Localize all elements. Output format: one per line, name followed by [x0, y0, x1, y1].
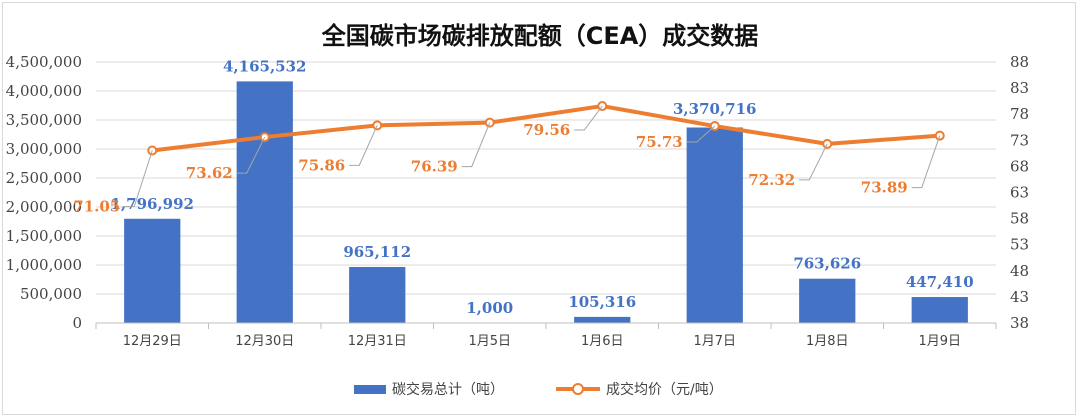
legend-swatch-bar	[354, 385, 386, 394]
x-tick-label: 12月31日	[348, 334, 407, 349]
y-right-tick-label: 78	[1010, 105, 1029, 123]
data-labels: 1,796,992 4,165,532 965,112 1,000 105,316 3,3…	[73, 57, 973, 317]
legend-label-line: 成交均价（元/吨）	[606, 381, 723, 398]
y-right-tick-label: 83	[1010, 79, 1029, 97]
leader-line	[911, 135, 941, 189]
leader-line	[236, 136, 266, 174]
line-series	[147, 101, 945, 156]
bar	[236, 81, 293, 324]
x-tick-label: 1月7日	[693, 334, 736, 349]
legend-label-bar: 碳交易总计（吨）	[392, 381, 504, 398]
y-left-tick-label: 1,000,000	[6, 256, 82, 274]
line-data-label: 73.62	[186, 164, 233, 182]
line-data-label: 71.05	[73, 197, 120, 215]
x-tick-label: 12月29日	[123, 334, 182, 349]
y-right-tick-label: 48	[1010, 262, 1029, 280]
line-data-label: 79.56	[523, 121, 570, 139]
price-line	[150, 104, 942, 153]
y-left-tick-label: 3,000,000	[6, 140, 82, 158]
y-left-tick-label: 3,500,000	[6, 111, 82, 129]
leader-line	[461, 122, 491, 168]
y-right-tick-label: 53	[1010, 236, 1029, 254]
bar-data-label: 3,370,716	[673, 100, 757, 118]
leader-line	[686, 125, 716, 143]
y-right-tick-label: 43	[1010, 288, 1029, 306]
y-left-tick-label: 500,000	[20, 285, 82, 303]
bar	[911, 297, 968, 323]
y-right-tick-label: 38	[1010, 314, 1029, 332]
leader-line	[574, 105, 603, 131]
y-left-tick-label: 4,000,000	[6, 82, 82, 100]
y-left-tick-label: 0	[72, 314, 82, 332]
bar-data-label: 763,626	[793, 255, 861, 273]
line-data-label: 75.73	[636, 133, 683, 151]
y-right-tick-label: 73	[1010, 131, 1029, 149]
legend-swatch-marker	[572, 383, 584, 395]
bars	[124, 81, 968, 324]
bar	[574, 316, 631, 323]
y-right-tick-label: 88	[1010, 53, 1029, 71]
bar	[686, 127, 743, 323]
line-data-label: 75.86	[298, 156, 345, 174]
x-tick-label: 12月30日	[235, 334, 294, 349]
bar	[124, 218, 181, 323]
axes: 0 500,000 1,000,000 1,500,000 2,000,000 2,500…	[6, 53, 1029, 349]
y-left-tick-label: 2,500,000	[6, 169, 82, 187]
bar	[799, 278, 856, 323]
line-data-label: 72.32	[748, 171, 795, 189]
x-tick-label: 1月6日	[581, 334, 624, 349]
line-marker	[372, 120, 383, 131]
bar-data-label: 447,410	[906, 273, 974, 291]
leader-line	[124, 150, 153, 207]
bar	[349, 267, 406, 323]
x-tick-label: 1月5日	[468, 334, 511, 349]
chart-title: 全国碳市场碳排放配额（CEA）成交数据	[321, 22, 759, 50]
x-tick-label: 1月9日	[918, 334, 961, 349]
y-right-tick-label: 63	[1010, 184, 1029, 202]
y-right-tick-label: 58	[1010, 210, 1029, 228]
y-right-tick-label: 68	[1010, 157, 1029, 175]
line-data-label: 76.39	[411, 158, 458, 176]
y-left-tick-label: 2,000,000	[6, 198, 82, 216]
bar-data-label: 105,316	[568, 293, 636, 311]
leader-line	[799, 143, 828, 181]
bar-data-label: 1,796,992	[110, 195, 194, 213]
legend: 碳交易总计（吨） 成交均价（元/吨）	[354, 381, 723, 398]
y-left-tick-label: 1,500,000	[6, 227, 82, 245]
line-data-label: 73.89	[861, 179, 908, 197]
y-left-tick-label: 4,500,000	[6, 53, 82, 71]
bar-data-label: 1,000	[466, 299, 513, 317]
bar-data-label: 4,165,532	[223, 57, 307, 75]
x-tick-label: 1月8日	[806, 334, 849, 349]
leader-line	[349, 125, 378, 166]
bar-data-label: 965,112	[343, 243, 411, 261]
